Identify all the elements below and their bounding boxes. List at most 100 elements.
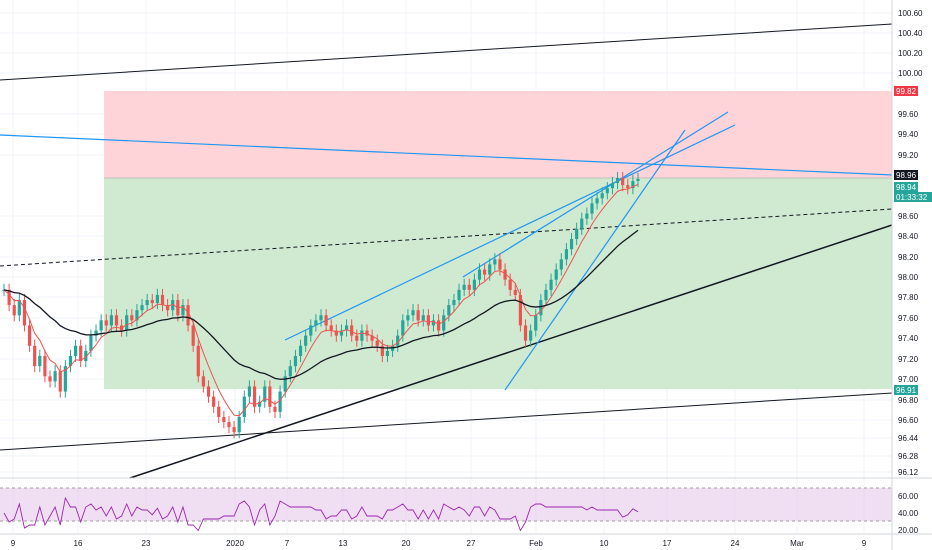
candle-body (258, 401, 262, 407)
candle-body (621, 177, 625, 186)
y-tick-label: 100.40 (898, 29, 923, 38)
candle-body (610, 183, 615, 189)
y-tick-label: 100.00 (898, 69, 923, 78)
candle-body (626, 185, 630, 189)
candle-body (426, 315, 430, 326)
candle-body (48, 376, 52, 382)
candle-body (104, 320, 108, 326)
candle-body (288, 366, 292, 377)
x-tick-label: 17 (663, 539, 672, 548)
x-tick-label: 20 (402, 539, 411, 548)
price-badge-label: 98.96 (896, 171, 917, 180)
y-tick-label: 96.60 (898, 416, 919, 425)
candle-body (559, 259, 563, 270)
x-tick-label: 13 (339, 539, 348, 548)
candle-body (304, 335, 308, 346)
candle-body (109, 315, 113, 326)
candle-body (544, 289, 548, 301)
candle-body (43, 355, 47, 377)
candle-body (22, 300, 27, 326)
candle-body (365, 330, 369, 336)
candle-body (196, 345, 200, 377)
x-tick-label: 9 (862, 539, 867, 548)
candle-body (89, 335, 93, 351)
time-axis[interactable]: 9 16 23 2020 7 13 20 27 Feb 10 17 24 Mar 9 (0, 477, 932, 548)
candle-body (38, 355, 42, 367)
candle-body (416, 310, 420, 321)
candle-body (339, 330, 344, 336)
candle-body (467, 284, 471, 290)
candle-body (227, 422, 231, 428)
candle-body (242, 396, 246, 417)
y-tick-label: 97.20 (898, 355, 919, 364)
price-badge (894, 86, 918, 96)
candle-body (181, 305, 185, 316)
price-badge (894, 170, 918, 180)
candle-body (564, 249, 569, 260)
candle-body (150, 300, 154, 304)
trendline (0, 23, 893, 81)
y-tick-label: 96.28 (898, 452, 919, 461)
candle-body (554, 269, 558, 280)
candle-body (58, 371, 62, 392)
price-badge-label: 99.82 (896, 87, 917, 96)
candle-body (529, 330, 533, 341)
candle-body (68, 355, 73, 367)
price-badge-label: 01:33:32 (896, 193, 928, 202)
candle-body (268, 386, 272, 407)
candle-body (380, 345, 384, 356)
candle-body (457, 289, 461, 301)
rsi-tick-label: 40.00 (898, 509, 919, 518)
candle-body (636, 178, 640, 182)
candle-body (314, 320, 318, 326)
candle-body (488, 264, 492, 275)
x-tick-label: 9 (11, 539, 16, 548)
candle-body (401, 320, 405, 336)
x-tick-label: 24 (731, 539, 740, 548)
candle-body (569, 239, 574, 250)
candle-body (329, 325, 333, 331)
candle-body (590, 203, 594, 214)
y-tick-label: 99.60 (898, 110, 919, 119)
candle-body (171, 300, 175, 311)
candle-body (472, 279, 476, 290)
candle-body (375, 340, 379, 346)
candle-body (79, 345, 83, 362)
y-tick-label: 97.40 (898, 334, 919, 343)
price-axis[interactable]: 100.60 100.40 100.20 100.00 99.60 99.40 99.20 9… (891, 0, 923, 550)
candle-body (155, 294, 159, 304)
candle-body (370, 335, 374, 341)
candle-body (33, 345, 37, 367)
candle-body (263, 386, 267, 402)
candle-body (135, 310, 139, 321)
y-tick-label: 97.00 (898, 375, 919, 384)
rsi-tick-label: 60.00 (898, 492, 919, 501)
candle-body (166, 305, 170, 311)
x-tick-label: 2020 (226, 539, 244, 548)
y-tick-label: 99.20 (898, 151, 919, 160)
y-tick-label: 96.44 (898, 434, 919, 443)
y-tick-label: 99.40 (898, 130, 919, 139)
y-tick-label: 98.20 (898, 253, 919, 262)
candle-body (483, 269, 487, 275)
ma-slow-line (3, 229, 639, 380)
candle-body (355, 335, 359, 341)
candle-body (508, 279, 512, 290)
candle-body (411, 310, 415, 316)
candle-body (436, 320, 441, 331)
candle-body (252, 386, 257, 407)
candle-body (7, 289, 11, 306)
candle-body (503, 269, 507, 280)
candle-body (319, 315, 323, 321)
rsi-tick-label: 20.00 (898, 526, 919, 535)
trendline (0, 208, 893, 267)
price-badge (894, 192, 932, 202)
candle-body (421, 315, 425, 321)
trendline (284, 124, 736, 341)
candle-body (273, 406, 277, 412)
price-badge-label: 96.91 (896, 386, 917, 395)
candle-body (94, 330, 98, 336)
candle-body (53, 371, 57, 382)
candle-body (298, 345, 303, 356)
